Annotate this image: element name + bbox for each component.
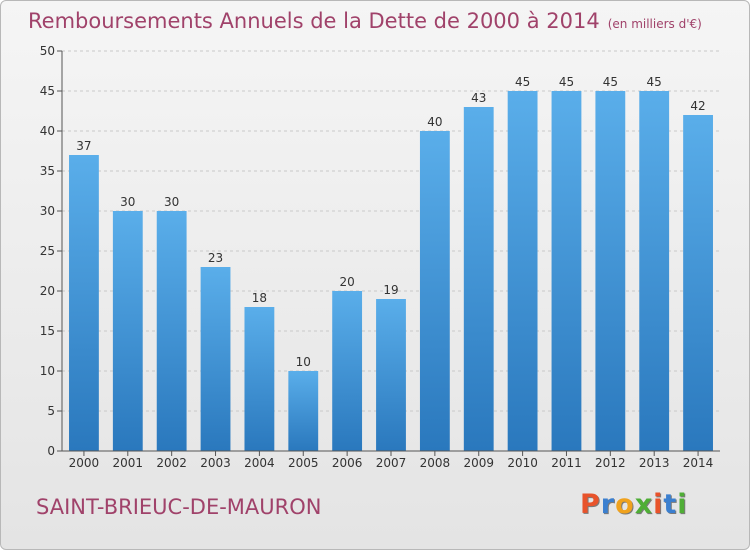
bar-2009 — [463, 107, 494, 451]
y-tick-label: 45 — [40, 84, 55, 98]
chart-subtitle: (en milliers d'€) — [607, 17, 702, 31]
data-label: 45 — [603, 75, 618, 89]
data-label: 45 — [515, 75, 530, 89]
x-tick-label: 2013 — [639, 456, 670, 470]
x-tick-label: 2007 — [376, 456, 407, 470]
data-label: 10 — [296, 355, 311, 369]
data-label: 18 — [252, 291, 267, 305]
x-tick-label: 2008 — [420, 456, 451, 470]
logo-letter: P — [580, 489, 601, 520]
y-tick-label: 30 — [40, 204, 55, 218]
data-label: 23 — [208, 251, 223, 265]
x-tick-label: 2005 — [288, 456, 319, 470]
y-tick-label: 15 — [40, 324, 55, 338]
bar-2008 — [419, 131, 450, 451]
bar-2014 — [683, 115, 713, 451]
x-tick-label: 2012 — [595, 456, 626, 470]
x-tick-label: 2014 — [683, 456, 714, 470]
data-label: 42 — [690, 99, 705, 113]
proxiti-logo: Proxiti — [580, 489, 688, 520]
logo-letter: o — [615, 489, 635, 520]
y-tick-label: 50 — [40, 44, 55, 58]
data-label: 37 — [76, 139, 91, 153]
bar-2005 — [288, 371, 319, 451]
bar-2011 — [551, 91, 582, 451]
y-tick-label: 5 — [47, 404, 55, 418]
bar-2013 — [639, 91, 670, 451]
data-label: 45 — [559, 75, 574, 89]
logo-letter: i — [677, 489, 688, 520]
y-tick-label: 25 — [40, 244, 55, 258]
bar-2007 — [376, 299, 406, 451]
x-tick-label: 2002 — [156, 456, 187, 470]
chart-title-text: Remboursements Annuels de la Dette de 20… — [28, 9, 600, 33]
data-label: 19 — [383, 283, 398, 297]
chart-title: Remboursements Annuels de la Dette de 20… — [28, 9, 702, 33]
bar-2001 — [112, 211, 143, 451]
labels: 0 5 10 15 20 25 30 35 40 45 50 37 2000 30 2001 30 2002 23… — [40, 44, 714, 470]
logo-letter: r — [600, 489, 616, 520]
x-tick-label: 2006 — [332, 456, 363, 470]
y-tick-label: 0 — [47, 444, 55, 458]
data-label: 45 — [647, 75, 662, 89]
data-label: 30 — [120, 195, 135, 209]
data-label: 40 — [427, 115, 442, 129]
bar-2000 — [69, 155, 99, 451]
commune-name: SAINT-BRIEUC-DE-MAURON — [36, 495, 322, 519]
x-tick-label: 2009 — [463, 456, 494, 470]
bar-2006 — [332, 291, 363, 451]
logo-letter: x — [634, 489, 654, 520]
logo-letter: t — [663, 489, 678, 520]
y-tick-label: 20 — [40, 284, 55, 298]
data-label: 30 — [164, 195, 179, 209]
y-tick-label: 40 — [40, 124, 55, 138]
data-label: 20 — [339, 275, 354, 289]
axes — [57, 50, 720, 456]
x-tick-label: 2001 — [113, 456, 144, 470]
y-tick-label: 10 — [40, 364, 55, 378]
bar-2002 — [156, 211, 187, 451]
bar-2012 — [595, 91, 626, 451]
x-tick-label: 2003 — [200, 456, 231, 470]
bar-2010 — [507, 91, 538, 451]
x-tick-label: 2010 — [507, 456, 538, 470]
bar-2004 — [244, 307, 275, 451]
logo-letter: i — [653, 489, 664, 520]
x-tick-label: 2004 — [244, 456, 275, 470]
bar-2003 — [200, 267, 231, 451]
x-tick-label: 2011 — [551, 456, 582, 470]
y-tick-label: 35 — [40, 164, 55, 178]
data-label: 43 — [471, 91, 486, 105]
bars — [69, 91, 713, 451]
x-tick-label: 2000 — [69, 456, 100, 470]
